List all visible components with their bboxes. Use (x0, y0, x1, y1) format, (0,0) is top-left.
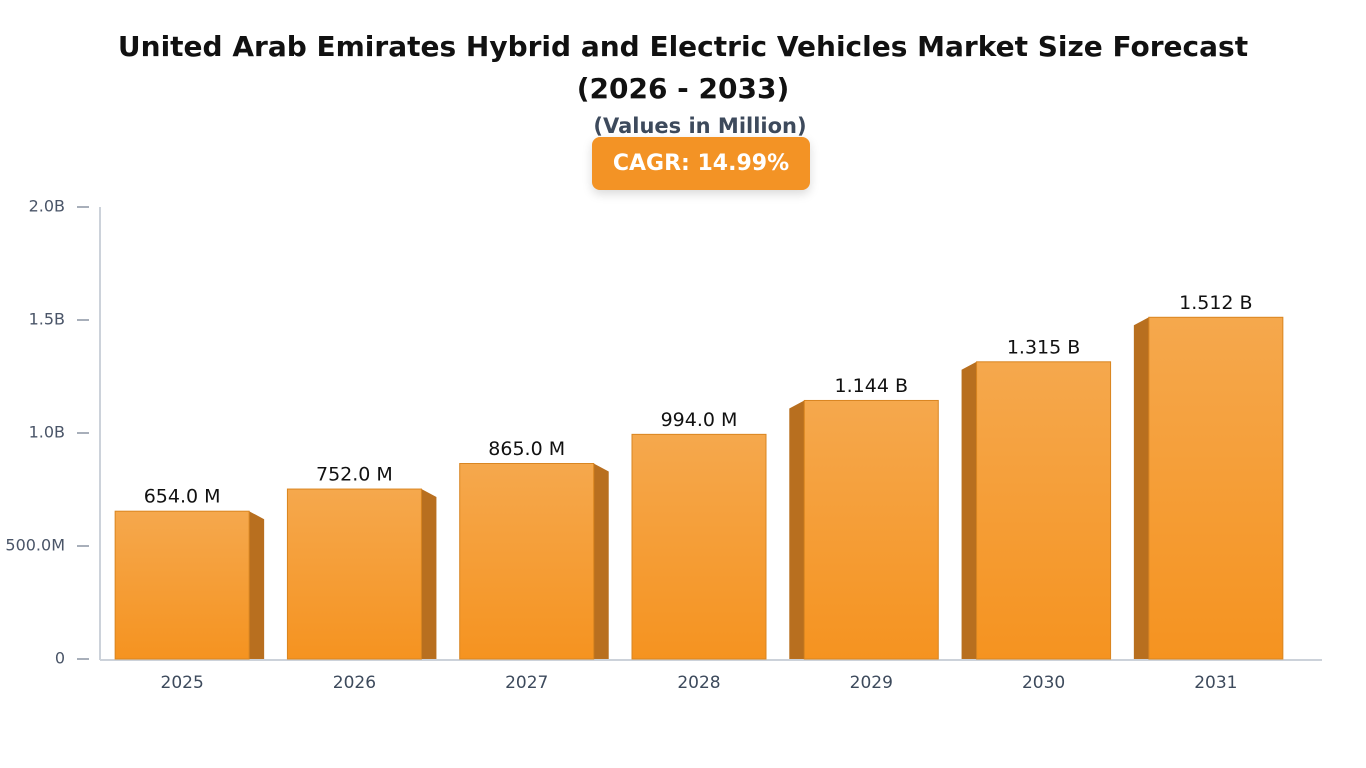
data-label: 654.0 M (144, 486, 221, 508)
bar (286, 488, 422, 660)
x-tick-label: 2025 (161, 673, 204, 693)
data-label: 752.0 M (316, 464, 393, 486)
y-tick-label: 1.0B (29, 423, 65, 442)
bar (1148, 316, 1284, 660)
bar (976, 361, 1112, 660)
data-label: 865.0 M (488, 438, 565, 460)
bar (631, 433, 767, 660)
bar (459, 463, 595, 660)
bar (803, 399, 939, 660)
bar-side (593, 463, 609, 659)
chart-subtitle: (Values in Million) (593, 114, 807, 138)
bar-side (961, 361, 977, 659)
y-tick-label: 2.0B (29, 197, 65, 216)
bar-side (1133, 317, 1149, 659)
data-label: 1.315 B (1007, 336, 1080, 358)
bar-side (249, 511, 265, 659)
data-label: 994.0 M (661, 409, 738, 431)
bar-side (789, 400, 805, 659)
bar (114, 510, 250, 660)
data-label: 1.512 B (1179, 292, 1252, 314)
x-tick-label: 2031 (1194, 673, 1237, 693)
cagr-badge: CAGR: 14.99% (592, 137, 810, 190)
x-tick-label: 2028 (677, 673, 720, 693)
data-label: 1.144 B (835, 375, 908, 397)
chart-title: United Arab Emirates Hybrid and Electric… (117, 30, 1249, 105)
x-tick-label: 2026 (333, 673, 376, 693)
x-tick-label: 2029 (850, 673, 893, 693)
y-tick-label: 500.0M (5, 536, 65, 555)
y-tick-label: 0 (55, 649, 65, 668)
x-tick-label: 2027 (505, 673, 548, 693)
x-tick-label: 2030 (1022, 673, 1065, 693)
bar-side (421, 489, 437, 659)
y-tick-label: 1.5B (29, 310, 65, 329)
